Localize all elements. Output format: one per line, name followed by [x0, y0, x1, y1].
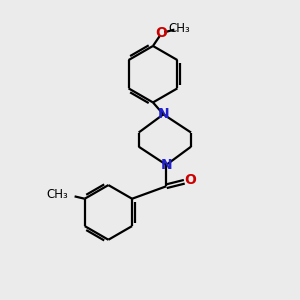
Text: N: N [158, 107, 169, 121]
Text: CH₃: CH₃ [169, 22, 190, 34]
Text: O: O [184, 173, 196, 187]
Text: O: O [155, 26, 167, 40]
Text: N: N [160, 158, 172, 172]
Text: CH₃: CH₃ [46, 188, 68, 201]
